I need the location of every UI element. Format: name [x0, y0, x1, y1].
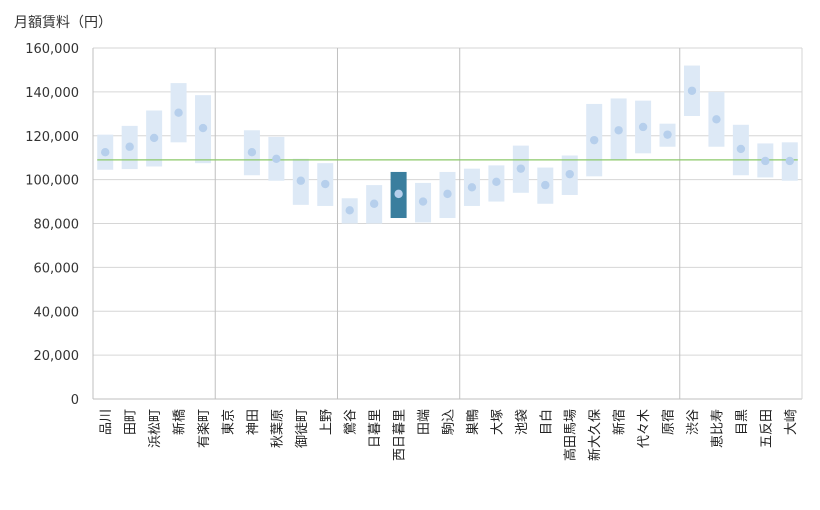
y-tick-label: 100,000 — [25, 174, 79, 189]
value-dot — [101, 148, 110, 157]
value-dot — [198, 123, 208, 133]
x-tick-label: 上野 — [319, 409, 334, 435]
value-dot — [321, 179, 330, 189]
x-tick-label: 新大久保 — [587, 409, 603, 461]
value-dot — [589, 135, 599, 145]
value-dot — [785, 156, 794, 166]
value-dot — [345, 206, 354, 215]
value-dot — [492, 177, 501, 187]
value-dot — [467, 183, 477, 192]
x-tick-label: 池袋 — [515, 409, 530, 435]
value-dot — [565, 169, 574, 179]
x-tick-label: 秋葉原 — [270, 409, 285, 448]
x-tick-label: 日暮里 — [368, 409, 383, 448]
value-dot — [761, 156, 770, 166]
x-tick-label: 新橋 — [172, 409, 188, 435]
x-tick-label: 巣鴨 — [466, 409, 481, 435]
value-dot — [638, 122, 648, 132]
value-dot — [663, 130, 672, 139]
x-tick-label: 高田馬場 — [563, 409, 579, 461]
y-tick-label: 120,000 — [25, 130, 79, 145]
x-tick-label: 渋谷 — [686, 409, 701, 435]
y-tick-label: 140,000 — [25, 86, 79, 101]
x-tick-label: 大崎 — [784, 409, 799, 435]
value-dot — [394, 189, 403, 199]
x-tick-label: 御徒町 — [295, 409, 310, 448]
x-tick-label: 恵比寿 — [710, 409, 725, 448]
value-dot — [369, 199, 379, 208]
y-tick-label: 20,000 — [34, 349, 80, 364]
x-tick-label: 品川 — [99, 409, 114, 435]
x-tick-label: 五反田 — [759, 409, 774, 448]
value-dot — [272, 154, 281, 163]
x-tick-label: 目黒 — [735, 409, 750, 435]
value-dot — [687, 86, 697, 95]
x-tick-label: 大塚 — [490, 409, 505, 435]
x-tick-label: 神田 — [246, 409, 261, 435]
x-tick-label: 駒込 — [442, 409, 457, 435]
y-axis-title: 月額賃料（円） — [14, 15, 112, 31]
value-dot — [174, 108, 183, 117]
value-dot — [296, 176, 306, 185]
x-tick-label: 浜松町 — [148, 409, 163, 448]
x-tick-label: 代々木 — [637, 409, 652, 448]
x-tick-label: 東京 — [220, 409, 236, 435]
value-dot — [516, 164, 526, 173]
x-tick-label: 原宿 — [661, 409, 677, 435]
x-tick-label: 田町 — [124, 409, 139, 435]
x-tick-label: 有楽町 — [196, 409, 212, 448]
value-dot — [712, 115, 721, 124]
y-tick-label: 40,000 — [34, 305, 80, 320]
x-tick-label: 西日暮里 — [393, 409, 408, 461]
value-dot — [736, 144, 746, 154]
value-dot — [125, 142, 134, 151]
value-dot — [541, 180, 550, 190]
y-tick-label: 80,000 — [34, 218, 80, 233]
x-tick-label: 田端 — [417, 409, 432, 435]
x-tick-label: 目白 — [538, 409, 554, 435]
value-dot — [614, 126, 623, 135]
x-tick-label: 鶯谷 — [344, 409, 359, 435]
value-dot — [443, 189, 452, 199]
x-tick-label: 新宿 — [612, 409, 628, 435]
value-dot — [149, 133, 159, 143]
y-tick-label: 60,000 — [34, 261, 80, 276]
y-tick-label: 160,000 — [25, 42, 79, 57]
value-dot — [418, 197, 428, 206]
y-tick-label: 0 — [71, 393, 79, 408]
value-dot — [247, 148, 257, 157]
